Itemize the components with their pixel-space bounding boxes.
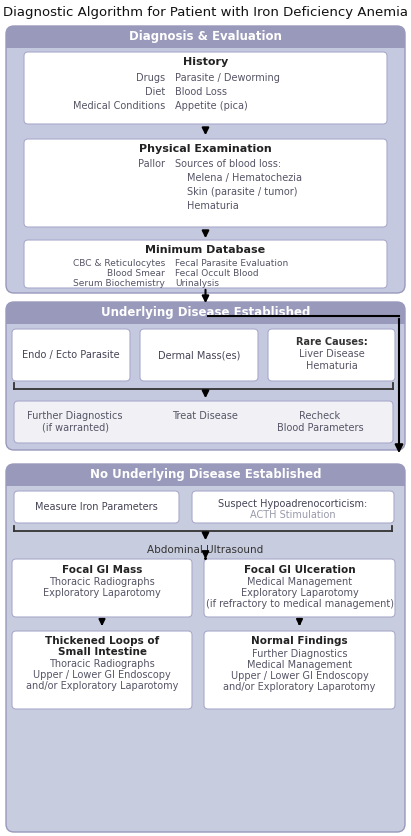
FancyBboxPatch shape	[6, 26, 405, 48]
Text: (if refractory to medical management): (if refractory to medical management)	[206, 599, 393, 609]
Text: Thickened Loops of: Thickened Loops of	[45, 636, 159, 646]
Text: Further Diagnostics: Further Diagnostics	[27, 411, 123, 421]
FancyBboxPatch shape	[268, 329, 395, 381]
Text: Upper / Lower GI Endoscopy: Upper / Lower GI Endoscopy	[33, 670, 171, 680]
Text: Further Diagnostics: Further Diagnostics	[252, 649, 347, 659]
FancyBboxPatch shape	[6, 26, 405, 293]
FancyBboxPatch shape	[6, 302, 405, 450]
Text: Normal Findings: Normal Findings	[251, 636, 348, 646]
Text: Diagnosis & Evaluation: Diagnosis & Evaluation	[129, 30, 282, 43]
Text: Recheck: Recheck	[300, 411, 341, 421]
Text: (if warranted): (if warranted)	[42, 423, 109, 433]
Text: Diet: Diet	[145, 87, 165, 97]
Text: Fecal Occult Blood: Fecal Occult Blood	[175, 269, 259, 278]
Text: Serum Biochemistry: Serum Biochemistry	[73, 279, 165, 288]
Text: History: History	[183, 57, 228, 67]
FancyBboxPatch shape	[14, 491, 179, 523]
Text: Rare Causes:: Rare Causes:	[296, 337, 367, 347]
Text: Hematuria: Hematuria	[187, 201, 239, 211]
FancyBboxPatch shape	[24, 139, 387, 227]
Text: Fecal Parasite Evaluation: Fecal Parasite Evaluation	[175, 259, 288, 268]
Text: Physical Examination: Physical Examination	[139, 144, 272, 154]
Text: ACTH Stimulation: ACTH Stimulation	[250, 510, 336, 520]
Text: No Underlying Disease Established: No Underlying Disease Established	[90, 468, 321, 481]
Text: Suspect Hypoadrenocorticism:: Suspect Hypoadrenocorticism:	[218, 499, 367, 509]
Text: Blood Smear: Blood Smear	[107, 269, 165, 278]
FancyBboxPatch shape	[192, 491, 394, 523]
Text: Urinalysis: Urinalysis	[175, 279, 219, 288]
Text: Skin (parasite / tumor): Skin (parasite / tumor)	[187, 187, 298, 197]
FancyBboxPatch shape	[6, 464, 405, 832]
Text: Underlying Disease Established: Underlying Disease Established	[101, 306, 310, 319]
Text: Focal GI Mass: Focal GI Mass	[62, 565, 142, 575]
Text: Sources of blood loss:: Sources of blood loss:	[175, 159, 281, 169]
Text: Minimum Database: Minimum Database	[145, 245, 266, 255]
FancyBboxPatch shape	[6, 475, 405, 486]
Text: Exploratory Laparotomy: Exploratory Laparotomy	[240, 588, 358, 598]
Text: Pallor: Pallor	[138, 159, 165, 169]
Text: Appetite (pica): Appetite (pica)	[175, 101, 248, 111]
Text: Dermal Mass(es): Dermal Mass(es)	[158, 350, 240, 360]
Text: Focal GI Ulceration: Focal GI Ulceration	[244, 565, 356, 575]
Text: Diagnostic Algorithm for Patient with Iron Deficiency Anemia: Diagnostic Algorithm for Patient with Ir…	[3, 6, 408, 19]
Text: Parasite / Deworming: Parasite / Deworming	[175, 73, 280, 83]
FancyBboxPatch shape	[12, 329, 130, 381]
FancyBboxPatch shape	[140, 329, 258, 381]
Text: Drugs: Drugs	[136, 73, 165, 83]
Text: Treat Disease: Treat Disease	[172, 411, 238, 421]
Text: Exploratory Laparotomy: Exploratory Laparotomy	[43, 588, 161, 598]
Text: Abdominal Ultrasound: Abdominal Ultrasound	[148, 545, 263, 555]
Text: Thoracic Radiographs: Thoracic Radiographs	[49, 577, 155, 587]
FancyBboxPatch shape	[204, 559, 395, 617]
Text: Melena / Hematochezia: Melena / Hematochezia	[187, 173, 302, 183]
Text: Blood Parameters: Blood Parameters	[277, 423, 363, 433]
Text: Medical Management: Medical Management	[247, 660, 352, 670]
FancyBboxPatch shape	[6, 464, 405, 486]
Text: Measure Iron Parameters: Measure Iron Parameters	[35, 502, 158, 512]
Text: Thoracic Radiographs: Thoracic Radiographs	[49, 659, 155, 669]
FancyBboxPatch shape	[6, 37, 405, 48]
Text: Blood Loss: Blood Loss	[175, 87, 227, 97]
Text: and/or Exploratory Laparotomy: and/or Exploratory Laparotomy	[26, 681, 178, 691]
FancyBboxPatch shape	[24, 52, 387, 124]
FancyBboxPatch shape	[12, 559, 192, 617]
FancyBboxPatch shape	[14, 401, 393, 443]
Text: CBC & Reticulocytes: CBC & Reticulocytes	[73, 259, 165, 268]
Text: Upper / Lower GI Endoscopy: Upper / Lower GI Endoscopy	[231, 671, 368, 681]
Text: Medical Management: Medical Management	[247, 577, 352, 587]
FancyBboxPatch shape	[6, 302, 405, 324]
Text: Liver Disease: Liver Disease	[299, 349, 365, 359]
FancyBboxPatch shape	[24, 240, 387, 288]
FancyBboxPatch shape	[204, 631, 395, 709]
FancyBboxPatch shape	[6, 313, 405, 324]
Text: Medical Conditions: Medical Conditions	[73, 101, 165, 111]
Text: Endo / Ecto Parasite: Endo / Ecto Parasite	[22, 350, 120, 360]
Text: and/or Exploratory Laparotomy: and/or Exploratory Laparotomy	[223, 682, 376, 692]
Text: Hematuria: Hematuria	[306, 361, 358, 371]
Text: Small Intestine: Small Intestine	[58, 647, 146, 657]
FancyBboxPatch shape	[12, 631, 192, 709]
